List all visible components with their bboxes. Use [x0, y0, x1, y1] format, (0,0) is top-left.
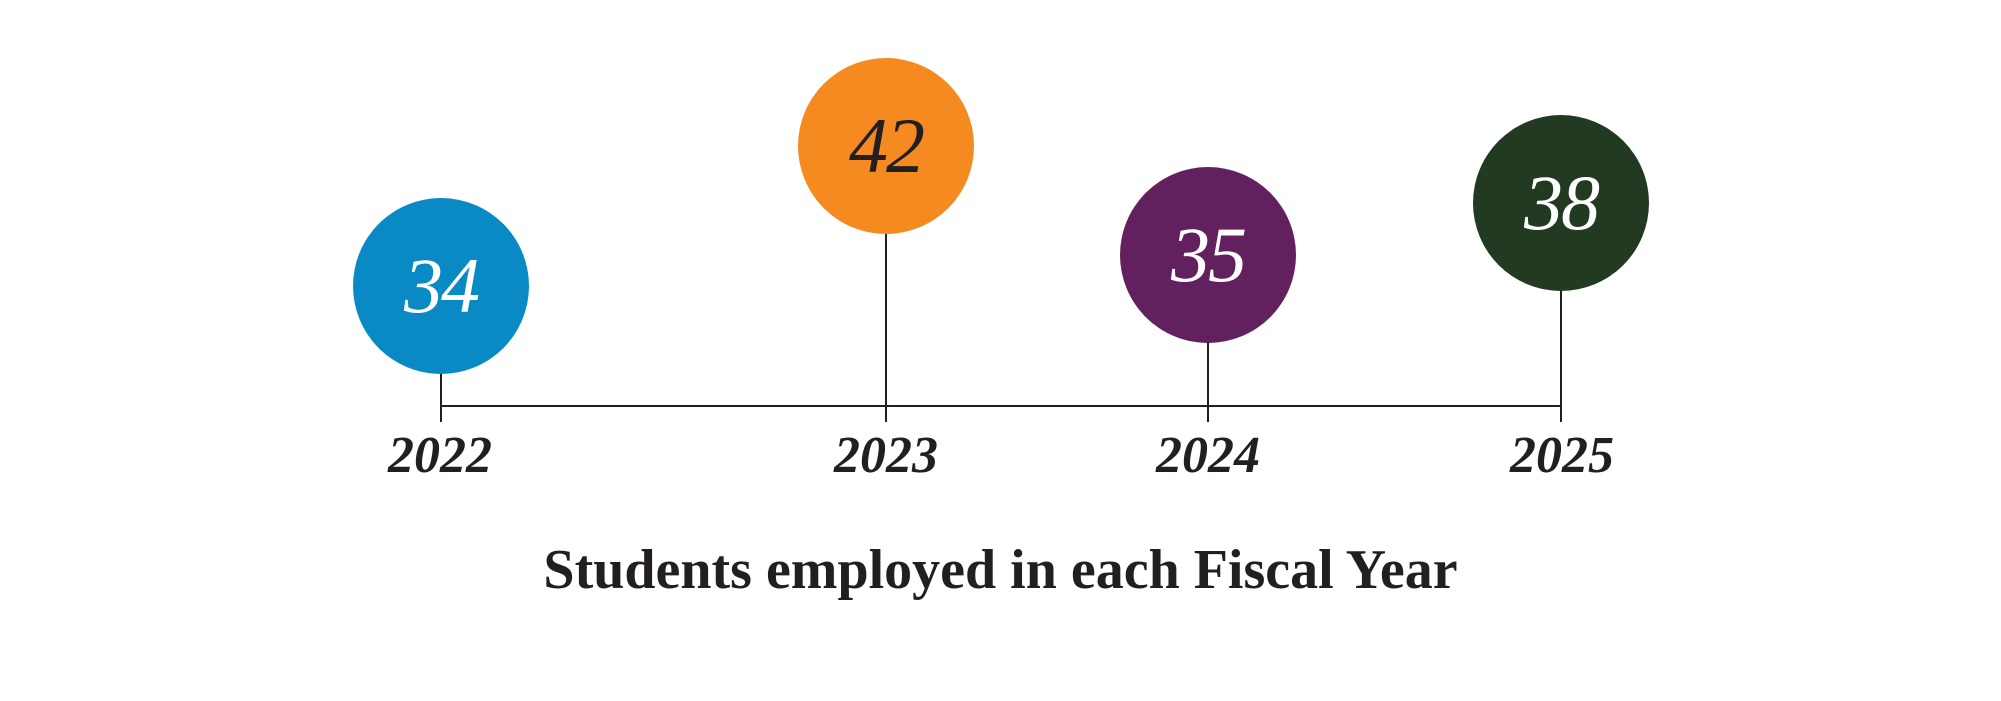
chart-title: Students employed in each Fiscal Year [543, 539, 1458, 601]
value-2022: 34 [404, 242, 480, 329]
year-label-2022: 2022 [388, 427, 492, 484]
year-label-2023: 2023 [834, 427, 938, 484]
bubble-2024: 35 [1120, 167, 1296, 343]
tick-2022 [440, 372, 442, 422]
stem-2024 [1207, 341, 1209, 422]
bubble-2022: 34 [353, 198, 529, 374]
stem-2025 [1560, 289, 1562, 422]
stem-2023 [885, 232, 887, 422]
value-2024: 35 [1171, 211, 1247, 298]
timeline-baseline [440, 405, 1562, 407]
year-label-2025: 2025 [1510, 427, 1614, 484]
bubble-2023: 42 [798, 58, 974, 234]
value-2025: 38 [1524, 159, 1600, 246]
bubble-2025: 38 [1473, 115, 1649, 291]
value-2023: 42 [849, 102, 925, 189]
year-label-2024: 2024 [1156, 427, 1260, 484]
